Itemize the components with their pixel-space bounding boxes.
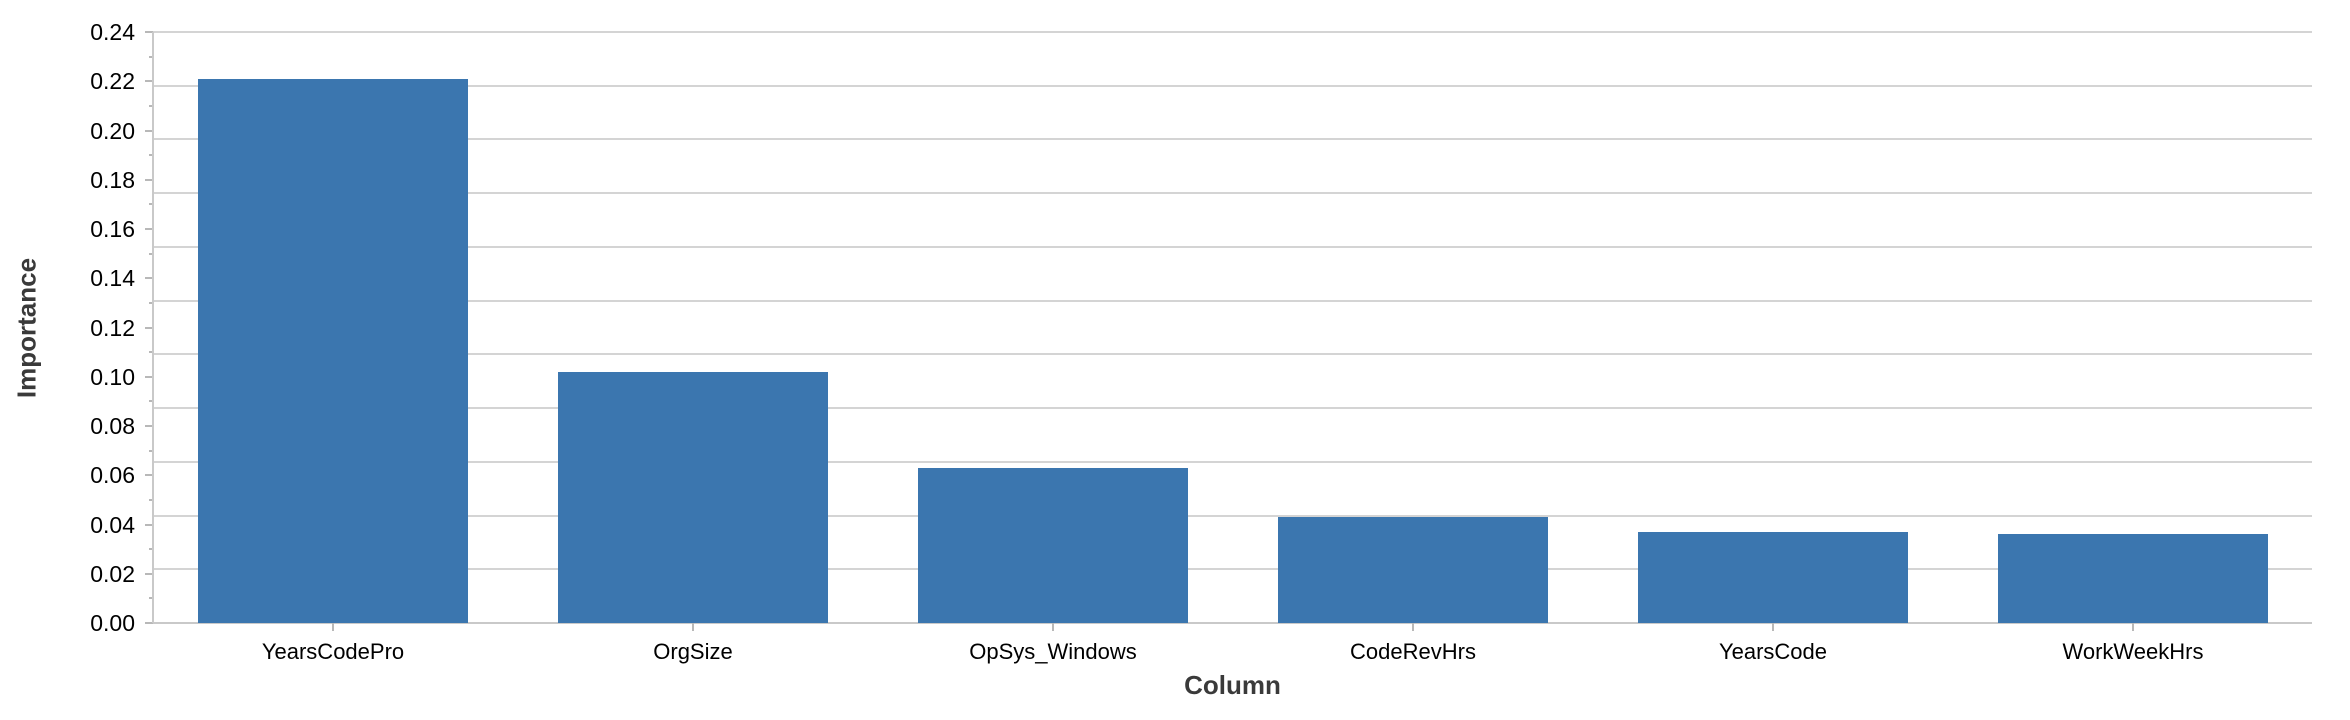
y-tick-label: 0.16	[90, 216, 135, 242]
y-minor-tick	[149, 252, 153, 255]
y-minor-tick	[149, 449, 153, 452]
y-major-tick	[145, 277, 153, 280]
x-tick	[1412, 623, 1414, 631]
bar-workweekhrs	[1998, 534, 2268, 623]
x-tick-label: OrgSize	[653, 639, 733, 664]
y-major-tick	[145, 228, 153, 230]
y-major-tick	[145, 375, 153, 378]
y-tick-label: 0.18	[90, 166, 135, 193]
y-axis-line	[152, 32, 154, 623]
y-tick-label: 0.14	[90, 265, 135, 292]
x-tick	[332, 623, 334, 631]
y-major-tick	[145, 178, 153, 181]
y-gridline	[153, 299, 2312, 302]
y-tick-label: 0.22	[90, 68, 135, 95]
y-tick-label: 0.12	[90, 314, 135, 341]
bar-yearscode	[1638, 531, 1908, 623]
y-gridline	[153, 353, 2312, 356]
y-gridline	[153, 460, 2312, 463]
y-minor-tick	[149, 597, 153, 600]
y-axis-title: Importance	[11, 257, 42, 398]
y-minor-tick	[149, 104, 153, 107]
y-tick-label: 0.04	[90, 511, 135, 538]
y-tick-label: 0.20	[90, 117, 135, 144]
y-gridline	[153, 568, 2312, 571]
y-major-tick	[145, 80, 153, 83]
y-minor-tick	[149, 55, 153, 58]
y-minor-tick	[149, 301, 153, 304]
y-gridline	[153, 245, 2312, 248]
y-tick-label: 0.08	[90, 413, 135, 439]
bar-opsys_windows	[918, 467, 1188, 623]
y-minor-tick	[149, 154, 153, 157]
y-major-tick	[145, 572, 153, 575]
y-minor-tick	[149, 400, 153, 403]
x-tick-label: OpSys_Windows	[969, 639, 1137, 664]
y-major-tick	[145, 31, 153, 33]
x-tick-label: YearsCodePro	[261, 639, 405, 664]
x-tick-label: WorkWeekHrs	[2062, 639, 2204, 664]
y-major-tick	[145, 523, 153, 526]
y-major-tick	[145, 326, 153, 329]
x-tick	[2132, 623, 2134, 631]
x-tick	[692, 623, 694, 631]
y-gridline	[153, 138, 2312, 141]
y-gridline	[153, 31, 2312, 33]
y-major-tick	[145, 474, 153, 477]
y-minor-tick	[149, 351, 153, 354]
y-tick-label: 0.06	[90, 462, 135, 489]
y-major-tick	[145, 129, 153, 132]
bar-orgsize	[558, 371, 828, 623]
x-tick-label: CodeRevHrs	[1350, 639, 1476, 664]
y-tick-label: 0.10	[90, 363, 135, 390]
y-tick-label: 0.02	[90, 560, 135, 587]
x-tick-label: YearsCode	[1718, 639, 1828, 664]
x-axis-title: Column	[1184, 670, 1281, 700]
x-tick	[1052, 623, 1054, 631]
y-gridline	[153, 514, 2312, 517]
y-minor-tick	[149, 203, 153, 206]
y-major-tick	[145, 425, 153, 427]
y-tick-label: 0.24	[90, 19, 135, 45]
x-axis-line	[153, 622, 2312, 624]
x-tick	[1772, 623, 1774, 631]
y-gridline	[153, 407, 2312, 410]
y-minor-tick	[149, 548, 153, 551]
y-gridline	[153, 84, 2312, 87]
bar-coderevhrs	[1278, 517, 1548, 623]
y-major-tick	[145, 622, 153, 624]
y-gridline	[153, 192, 2312, 195]
y-tick-label: 0.00	[90, 610, 135, 636]
bar-yearscodepro	[198, 78, 468, 623]
y-minor-tick	[149, 498, 153, 501]
